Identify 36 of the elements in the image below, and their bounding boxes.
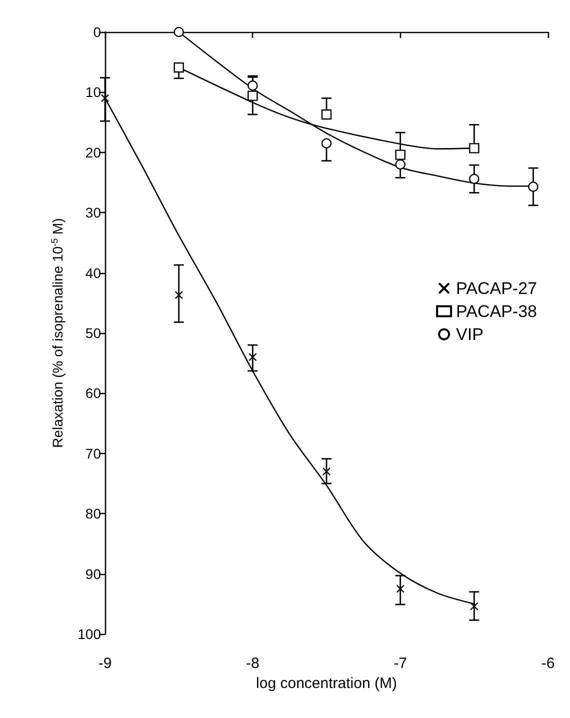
- y-tick-label: 40: [85, 264, 102, 281]
- y-tick-label: 70: [85, 445, 102, 462]
- point: [321, 138, 332, 148]
- point: [174, 290, 183, 300]
- point: [248, 352, 257, 362]
- x-tick-label: -9: [98, 655, 112, 672]
- y-tick-label: 50: [85, 325, 102, 341]
- point: [469, 143, 480, 154]
- y-tick-label: 100: [78, 626, 102, 642]
- y-tick-label: 60: [85, 385, 102, 402]
- point: [395, 159, 406, 170]
- y-axis-title: Relaxation (% of isoprenaline 10-5 M): [50, 218, 66, 448]
- point: [322, 467, 331, 476]
- point: [248, 90, 258, 101]
- y-tick-label: 30: [85, 204, 102, 221]
- y-tick-label: 80: [85, 506, 102, 522]
- point: [174, 62, 184, 73]
- x-axis-title: log concentration (M): [256, 675, 397, 692]
- point: [469, 174, 480, 184]
- legend-label: PACAP-27: [456, 278, 538, 298]
- point: [174, 26, 184, 38]
- point: [321, 109, 332, 120]
- point: [248, 80, 258, 91]
- point: [100, 94, 110, 102]
- y-tick-label: 20: [85, 144, 102, 160]
- point: [395, 150, 406, 160]
- point: [470, 602, 478, 610]
- x-tick-label: -7: [394, 655, 408, 672]
- y-tick-label: 90: [85, 566, 102, 582]
- x-tick-label: -6: [541, 655, 555, 672]
- point: [396, 584, 404, 593]
- y-tick-label: 10: [85, 84, 102, 100]
- legend-label: PACAP-38: [456, 302, 538, 321]
- point: [528, 182, 538, 192]
- x-tick-label: -8: [246, 655, 260, 672]
- legend-label: VIP: [456, 324, 484, 344]
